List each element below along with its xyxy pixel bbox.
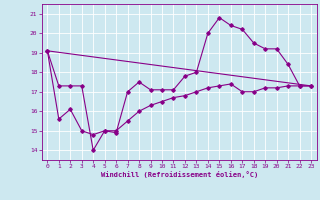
X-axis label: Windchill (Refroidissement éolien,°C): Windchill (Refroidissement éolien,°C): [100, 171, 258, 178]
